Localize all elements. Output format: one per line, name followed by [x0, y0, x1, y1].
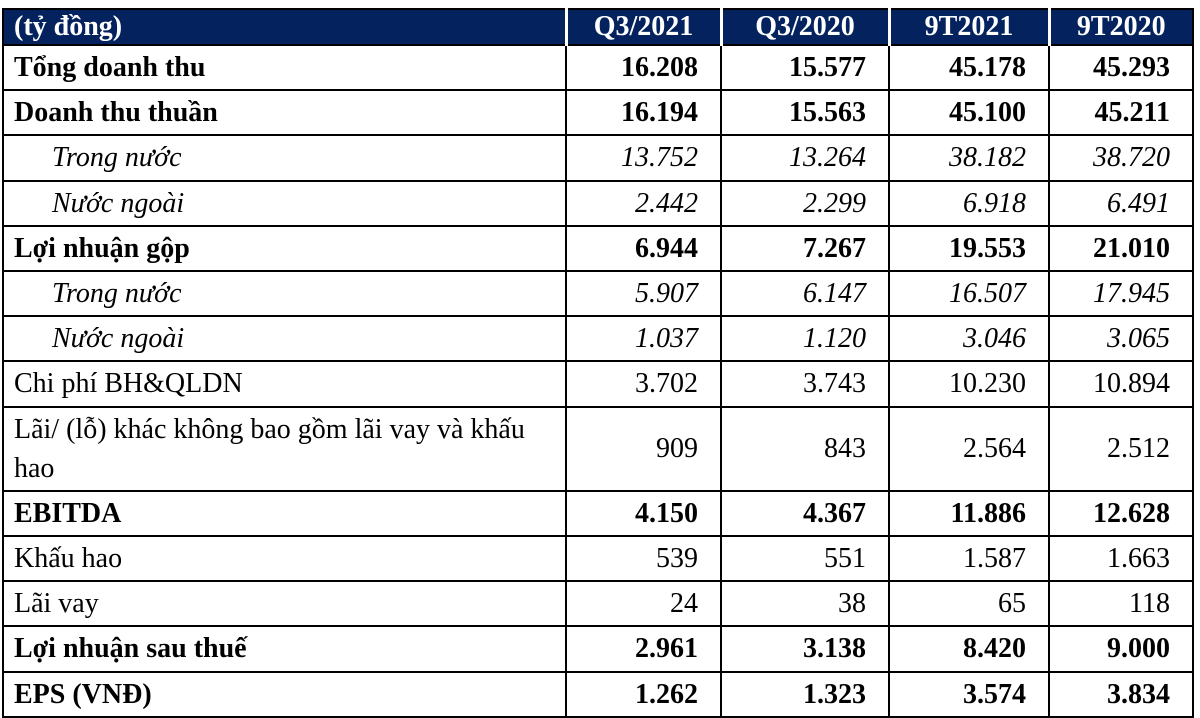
table-row: Lợi nhuận gộp 6.944 7.267 19.553 21.010 [2, 224, 1194, 272]
row-value: 17.945 [1048, 269, 1194, 318]
row-value: 3.834 [1048, 670, 1194, 718]
table-row: Nước ngoài 1.037 1.120 3.046 3.065 [2, 315, 1194, 363]
row-value: 13.752 [565, 134, 722, 182]
row-value: 11.886 [888, 489, 1050, 538]
row-value: 7.267 [720, 224, 890, 272]
row-value: 551 [720, 535, 890, 583]
row-value: 3.574 [888, 670, 1050, 718]
row-value: 24 [565, 580, 722, 628]
column-header-9t2020: 9T2020 [1047, 9, 1194, 46]
row-label: Tổng doanh thu [2, 43, 567, 92]
row-value: 2.961 [565, 625, 722, 673]
row-value: 21.010 [1048, 224, 1194, 272]
table-row: Doanh thu thuần 16.194 15.563 45.100 45.211 [2, 89, 1194, 137]
table-row: Nước ngoài 2.442 2.299 6.918 6.491 [2, 179, 1194, 227]
row-label: Lãi vay [2, 580, 567, 628]
row-value: 38.720 [1048, 134, 1194, 182]
row-value: 13.264 [720, 134, 890, 182]
row-value: 2.512 [1048, 405, 1194, 492]
row-value: 38 [720, 580, 890, 628]
row-label: Nước ngoài [2, 179, 567, 227]
row-value: 3.743 [720, 360, 890, 408]
row-value: 1.587 [888, 535, 1050, 583]
row-label: EPS (VNĐ) [2, 670, 567, 718]
table-row: EBITDA 4.150 4.367 11.886 12.628 [2, 489, 1194, 538]
row-value: 15.563 [720, 89, 890, 137]
row-value: 1.323 [720, 670, 890, 718]
row-value: 38.182 [888, 134, 1050, 182]
row-value: 65 [888, 580, 1050, 628]
financial-table: (tỷ đồng) Q3/2021 Q3/2020 9T2021 9T2020 … [2, 8, 1194, 718]
row-label: Nước ngoài [2, 315, 567, 363]
table-row: Khấu hao 539 551 1.587 1.663 [2, 535, 1194, 583]
row-value: 5.907 [565, 269, 722, 318]
table-row: Lợi nhuận sau thuế 2.961 3.138 8.420 9.000 [2, 625, 1194, 673]
row-value: 6.918 [888, 179, 1050, 227]
table-row: Tổng doanh thu 16.208 15.577 45.178 45.293 [2, 43, 1194, 92]
row-value: 16.507 [888, 269, 1050, 318]
row-value: 8.420 [888, 625, 1050, 673]
row-value: 1.663 [1048, 535, 1194, 583]
table-row: Lãi vay 24 38 65 118 [2, 580, 1194, 628]
table-header: (tỷ đồng) Q3/2021 Q3/2020 9T2021 9T2020 [2, 9, 1194, 46]
row-value: 909 [565, 405, 722, 492]
row-value: 2.442 [565, 179, 722, 227]
row-label: Chi phí BH&QLDN [2, 360, 567, 408]
row-value: 843 [720, 405, 890, 492]
table-row: Lãi/ (lỗ) khác không bao gồm lãi vay và … [2, 405, 1194, 492]
row-value: 6.147 [720, 269, 890, 318]
row-value: 118 [1048, 580, 1194, 628]
header-row: (tỷ đồng) Q3/2021 Q3/2020 9T2021 9T2020 [2, 9, 1194, 46]
row-value: 2.564 [888, 405, 1050, 492]
report-page: (tỷ đồng) Q3/2021 Q3/2020 9T2021 9T2020 … [2, 8, 1194, 718]
row-label: Lãi/ (lỗ) khác không bao gồm lãi vay và … [2, 405, 567, 492]
row-value: 1.120 [720, 315, 890, 363]
row-value: 3.065 [1048, 315, 1194, 363]
table-body: Tổng doanh thu 16.208 15.577 45.178 45.293 Do… [2, 43, 1194, 718]
row-value: 16.208 [565, 43, 722, 92]
row-value: 10.894 [1048, 360, 1194, 408]
row-label: EBITDA [2, 489, 567, 538]
row-value: 10.230 [888, 360, 1050, 408]
row-value: 1.262 [565, 670, 722, 718]
row-label: Doanh thu thuần [2, 89, 567, 137]
row-value: 1.037 [565, 315, 722, 363]
row-label: Trong nước [2, 134, 567, 182]
column-header-q3-2021: Q3/2021 [564, 9, 721, 46]
row-value: 16.194 [565, 89, 722, 137]
row-label: Lợi nhuận gộp [2, 224, 567, 272]
table-row: Trong nước 13.752 13.264 38.182 38.720 [2, 134, 1194, 182]
row-label: Khấu hao [2, 535, 567, 583]
table-row: Chi phí BH&QLDN 3.702 3.743 10.230 10.894 [2, 360, 1194, 408]
row-value: 3.138 [720, 625, 890, 673]
row-value: 45.211 [1048, 89, 1194, 137]
row-value: 4.367 [720, 489, 890, 538]
column-header-q3-2020: Q3/2020 [719, 9, 889, 46]
row-label: Trong nước [2, 269, 567, 318]
row-value: 45.100 [888, 89, 1050, 137]
unit-header: (tỷ đồng) [2, 9, 566, 46]
row-value: 6.944 [565, 224, 722, 272]
row-value: 12.628 [1048, 489, 1194, 538]
column-header-9t2021: 9T2021 [887, 9, 1049, 46]
table-row: Trong nước 5.907 6.147 16.507 17.945 [2, 269, 1194, 318]
row-value: 19.553 [888, 224, 1050, 272]
row-value: 539 [565, 535, 722, 583]
row-value: 3.046 [888, 315, 1050, 363]
row-value: 4.150 [565, 489, 722, 538]
row-value: 6.491 [1048, 179, 1194, 227]
row-value: 3.702 [565, 360, 722, 408]
row-value: 45.293 [1048, 43, 1194, 92]
row-value: 45.178 [888, 43, 1050, 92]
table-row: EPS (VNĐ) 1.262 1.323 3.574 3.834 [2, 670, 1194, 718]
row-value: 9.000 [1048, 625, 1194, 673]
row-label: Lợi nhuận sau thuế [2, 625, 567, 673]
row-value: 15.577 [720, 43, 890, 92]
row-value: 2.299 [720, 179, 890, 227]
